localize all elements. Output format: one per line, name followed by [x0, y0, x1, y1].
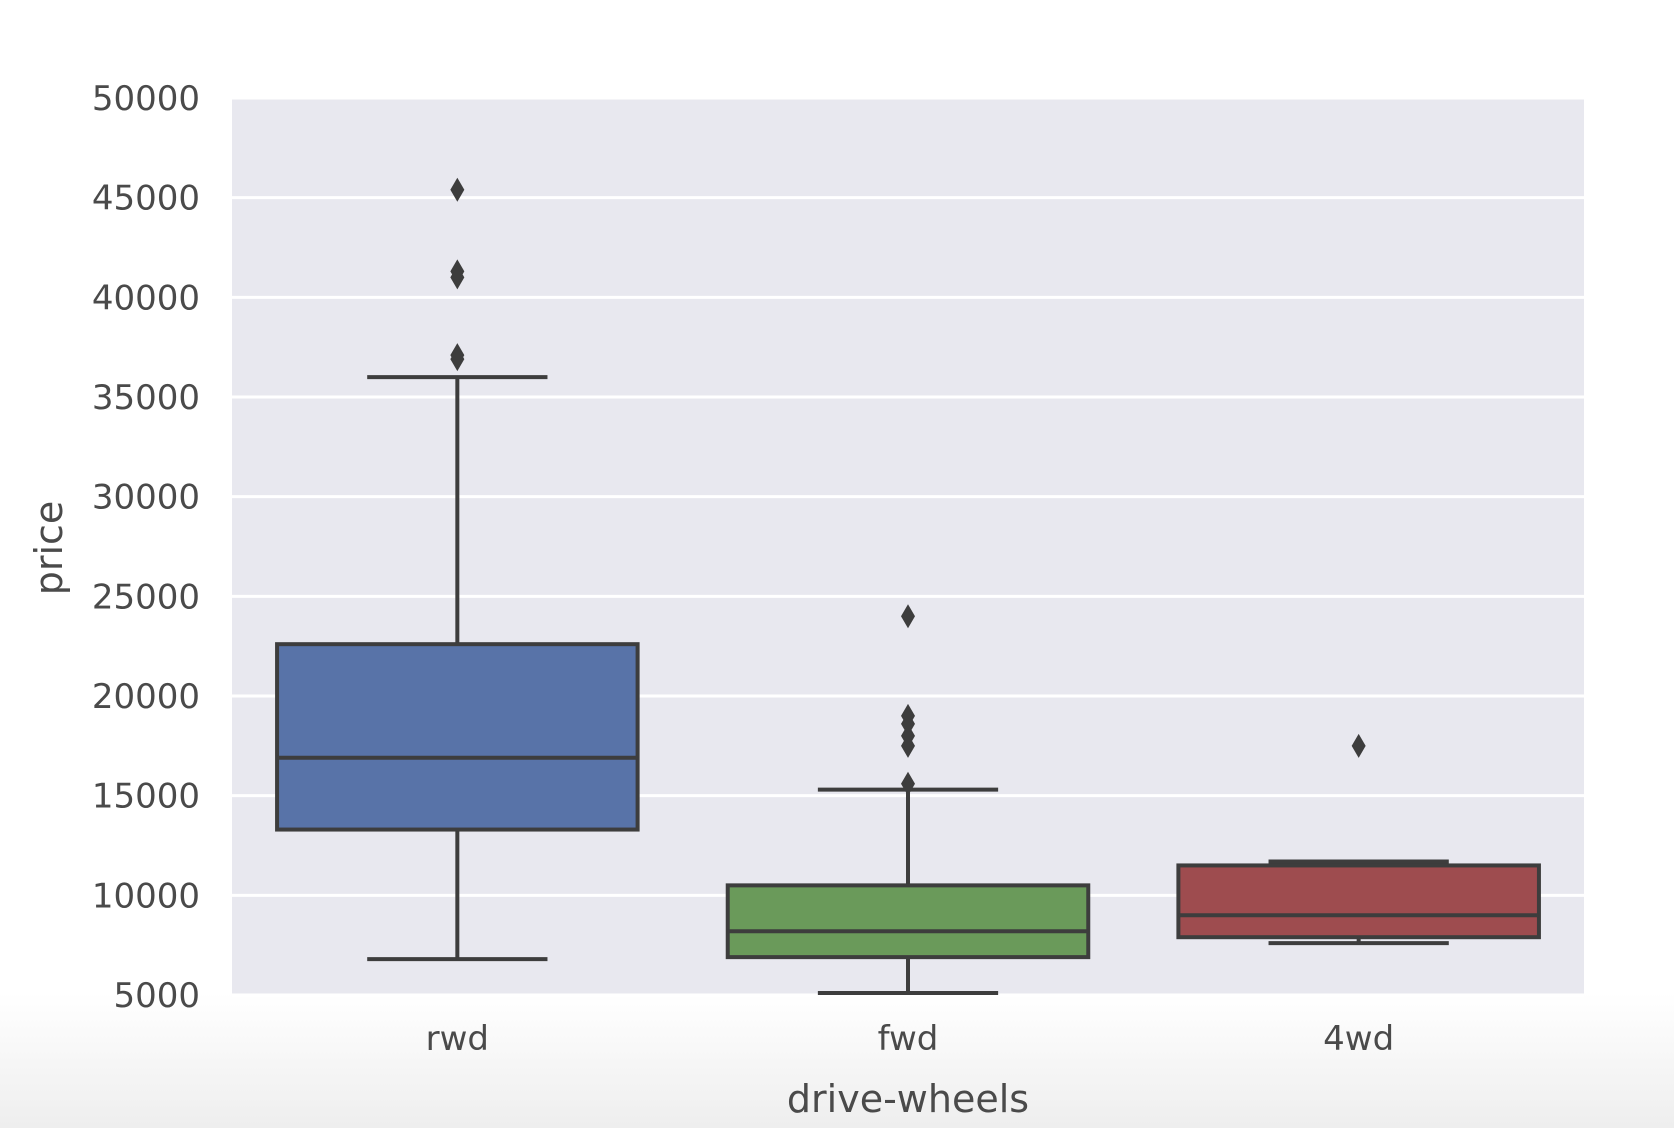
- y-tick-label: 5000: [113, 976, 200, 1016]
- y-tick-label: 45000: [92, 179, 200, 219]
- outlier-point: [450, 343, 465, 368]
- box-body: [1176, 863, 1541, 940]
- outlier-point: [901, 703, 915, 728]
- outlier-point: [450, 259, 465, 284]
- box-body: [725, 883, 1091, 960]
- outlier-point: [901, 771, 915, 796]
- box-fwd: [725, 604, 1091, 996]
- y-tick-label: 30000: [92, 478, 200, 518]
- x-tick-label: 4wd: [1323, 1019, 1394, 1059]
- y-tick-label: 15000: [92, 777, 200, 817]
- y-tick-labels: 5000 10000 15000 20000 25000 30000 35000 40000 4…: [92, 79, 200, 1016]
- outlier-point: [1351, 733, 1366, 758]
- outlier-point: [450, 177, 465, 202]
- box-4wd: [1176, 733, 1541, 946]
- box-rwd: [275, 177, 640, 962]
- y-axis-label: price: [27, 501, 71, 596]
- x-tick-labels: rwd fwd 4wd: [426, 1019, 1395, 1059]
- x-axis-label: drive-wheels: [787, 1077, 1029, 1121]
- y-tick-label: 25000: [92, 577, 200, 617]
- y-tick-label: 20000: [92, 677, 200, 717]
- y-tick-label: 50000: [92, 79, 200, 119]
- y-tick-label: 40000: [92, 278, 200, 318]
- y-tick-label: 10000: [92, 876, 200, 916]
- y-tick-label: 35000: [92, 378, 200, 418]
- x-tick-label: fwd: [878, 1019, 939, 1059]
- outlier-point: [901, 604, 915, 629]
- box-body: [275, 642, 640, 832]
- x-tick-label: rwd: [426, 1019, 489, 1059]
- boxes: [275, 177, 1541, 996]
